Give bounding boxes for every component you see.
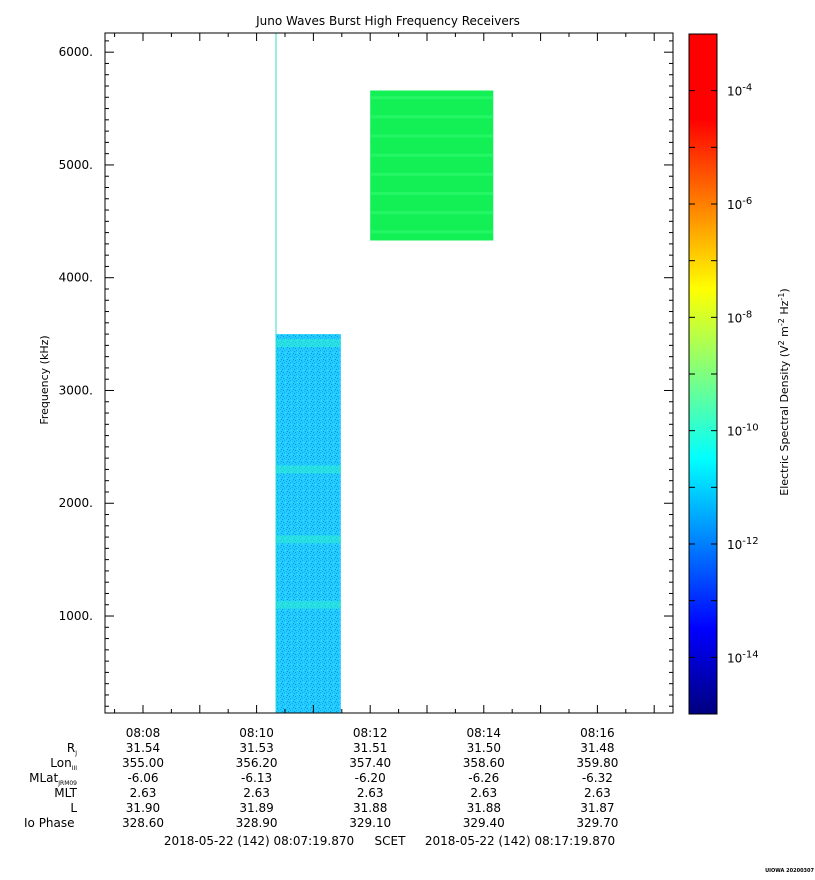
y-tick-label: 4000. [59, 271, 93, 285]
ephemeris-value: 31.53 [239, 741, 273, 755]
ephemeris-label: LonIII [50, 756, 77, 772]
ephemeris-value: 31.54 [126, 741, 160, 755]
footer-stamp: UIOWA 20200307 [765, 868, 814, 874]
block-high-band [370, 90, 494, 241]
x-tick-label: 08:14 [466, 726, 501, 740]
colorbar-tick-label: 10-12 [727, 536, 759, 552]
block-stripe [370, 211, 494, 215]
y-tick-label: 1000. [59, 609, 93, 623]
ephemeris-value: 31.51 [353, 741, 387, 755]
ephemeris-value: 31.88 [353, 801, 387, 815]
ephemeris-label: RJ [67, 741, 77, 757]
colorbar-tick-label: 10-8 [727, 309, 752, 325]
ephemeris-value: 2.63 [357, 786, 384, 800]
chart-title: Juno Waves Burst High Frequency Receiver… [255, 14, 520, 28]
colorbar-ticks: 10-4 10-6 10-8 10-10 10-12 10-14 [689, 83, 759, 665]
y-tick-label: 3000. [59, 383, 93, 397]
ephemeris-value: 31.88 [467, 801, 501, 815]
block-stripe [370, 153, 494, 157]
block-band [275, 465, 341, 474]
y-tick-label: 6000. [59, 45, 93, 59]
colorbar-tick-label: 10-6 [727, 196, 752, 212]
ephemeris-value: -6.32 [582, 771, 613, 785]
ephemeris-value: 359.80 [576, 756, 618, 770]
ephemeris-value: 329.40 [463, 816, 505, 830]
colorbar-tick-label: 10-10 [727, 423, 759, 439]
ephemeris-value: -6.06 [127, 771, 158, 785]
ephemeris-value: 2.63 [130, 786, 157, 800]
colorbar-tick-label: 10-14 [727, 649, 759, 665]
colorbar-tick-label: 10-4 [727, 83, 752, 99]
ephemeris-value: 357.40 [349, 756, 391, 770]
time-range-end: 2018-05-22 (142) 08:17:19.870 [425, 834, 615, 848]
ephemeris-value: 358.60 [463, 756, 505, 770]
x-tick-label: 08:10 [239, 726, 274, 740]
time-range-label: SCET [375, 834, 407, 848]
ephemeris-value: -6.26 [468, 771, 499, 785]
time-range-start: 2018-05-22 (142) 08:07:19.870 [164, 834, 354, 848]
block-stripe [370, 192, 494, 196]
ephemeris-value: 2.63 [243, 786, 270, 800]
ephemeris-label: MLT [54, 786, 77, 800]
y-tick-label: 5000. [59, 158, 93, 172]
x-tick-label: 08:12 [353, 726, 388, 740]
y-tick-label: 2000. [59, 496, 93, 510]
block-spike [275, 33, 277, 713]
block-band [275, 535, 341, 544]
ephemeris-value: 328.90 [236, 816, 278, 830]
ephemeris-value: 355.00 [122, 756, 164, 770]
x-tick-label: 08:08 [126, 726, 161, 740]
ephemeris-value: 2.63 [584, 786, 611, 800]
ephemeris-value: 31.90 [126, 801, 160, 815]
ephemeris-value: 329.10 [349, 816, 391, 830]
ephemeris-label: L [70, 801, 77, 815]
ephemeris-value: 31.87 [580, 801, 614, 815]
ephemeris-value: 329.70 [576, 816, 618, 830]
ephemeris-value: 31.48 [580, 741, 614, 755]
block-low-band [275, 334, 341, 713]
ephemeris-value: -6.20 [355, 771, 386, 785]
spectrogram-blocks [275, 33, 494, 713]
block-band [275, 339, 341, 348]
ephemeris-value: -6.13 [241, 771, 272, 785]
ephemeris-value: 31.50 [467, 741, 501, 755]
ephemeris-label: MLatJRM09 [29, 771, 77, 787]
ephemeris-value: 356.20 [236, 756, 278, 770]
ephemeris-value: 2.63 [470, 786, 497, 800]
block-stripe [370, 172, 494, 176]
x-tick-label: 08:16 [580, 726, 615, 740]
block-stripe [370, 134, 494, 138]
block-stripe [370, 230, 494, 234]
ephemeris-table: RJ 31.54 31.53 31.51 31.50 31.48 LonIII 355.00 3… [24, 741, 618, 830]
y-axis-label: Frequency (kHz) [38, 335, 51, 424]
ephemeris-value: 328.60 [122, 816, 164, 830]
plot-frame [104, 32, 674, 714]
block-stripe [370, 115, 494, 119]
block-stripe [370, 96, 494, 100]
ephemeris-value: 31.89 [239, 801, 273, 815]
y-axis: 1000. 2000. 3000. 4000. 5000. 6000. [59, 40, 673, 707]
x-axis: 08:08 08:10 08:12 08:14 08:16 [114, 33, 655, 740]
ephemeris-label: Io Phase [24, 816, 75, 830]
block-band [275, 600, 341, 609]
colorbar-label: Electric Spectral Density (V2 m-2 Hz-1) [777, 288, 791, 495]
